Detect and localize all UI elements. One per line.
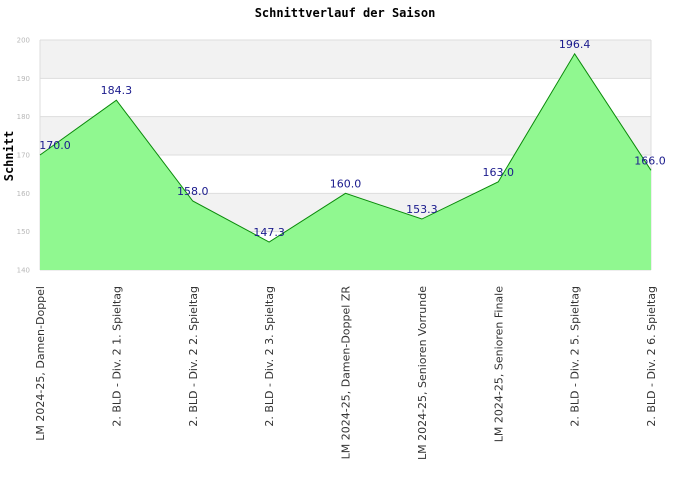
x-tick-label: LM 2024-25, Senioren Vorrunde	[416, 286, 429, 460]
x-tick-label: 2. BLD - Div. 2 6. Spieltag	[645, 286, 658, 427]
x-tick-label: 2. BLD - Div. 2 1. Spieltag	[110, 286, 123, 427]
y-tick-label: 180	[17, 113, 30, 121]
data-label: 153.3	[406, 203, 438, 216]
data-labels: 170.0 184.3 158.0 147.3 160.0 153.3 163.0 196.4…	[39, 38, 666, 239]
y-axis-label: Schnitt	[2, 131, 16, 182]
data-label: 158.0	[177, 185, 209, 198]
data-label: 196.4	[559, 38, 591, 51]
data-label: 166.0	[634, 154, 666, 167]
y-tick-label: 140	[17, 267, 30, 275]
x-tick-label: 2. BLD - Div. 2 3. Spieltag	[263, 286, 276, 427]
chart-title: Schnittverlauf der Saison	[255, 6, 436, 20]
data-label: 147.3	[253, 226, 285, 239]
grid-band	[40, 40, 651, 79]
y-tick-label: 150	[17, 228, 30, 236]
x-tick-labels: LM 2024-25, Damen-Doppel 2. BLD - Div. 2 …	[34, 286, 658, 460]
data-label: 163.0	[483, 166, 515, 179]
x-tick-label: LM 2024-25, Damen-Doppel ZR	[340, 286, 353, 460]
x-tick-label: 2. BLD - Div. 2 5. Spieltag	[569, 286, 582, 427]
x-tick-label: LM 2024-25, Senioren Finale	[492, 286, 505, 442]
area-fill	[40, 53, 651, 270]
x-tick-label: LM 2024-25, Damen-Doppel	[34, 286, 47, 441]
y-tick-labels: 140 150 160 170 180 190 200	[17, 37, 30, 275]
data-label: 170.0	[39, 139, 71, 152]
y-tick-label: 200	[17, 37, 30, 45]
y-tick-label: 160	[17, 190, 30, 198]
series-area	[39, 52, 652, 270]
data-label: 160.0	[330, 177, 362, 190]
data-label: 184.3	[101, 84, 133, 97]
y-tick-label: 190	[17, 75, 30, 83]
y-tick-label: 170	[17, 152, 30, 160]
x-tick-label: 2. BLD - Div. 2 2. Spieltag	[187, 286, 200, 427]
